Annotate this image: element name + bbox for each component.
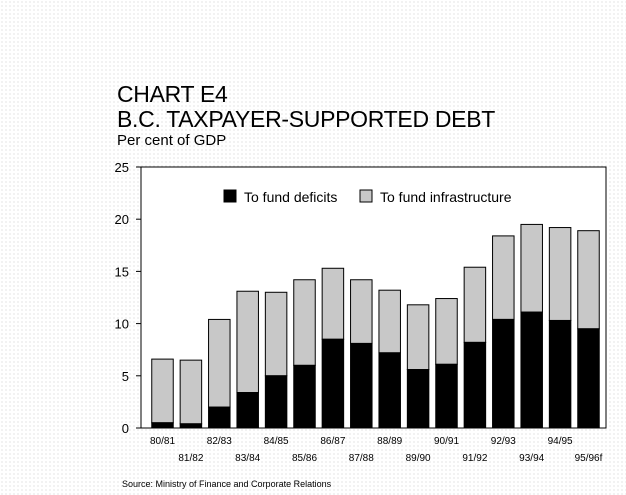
bar-deficits [264, 375, 288, 429]
bar-infrastructure [264, 291, 288, 377]
x-tick-label: 94/95 [548, 436, 573, 447]
bar-deficits [236, 392, 259, 429]
x-tick-label: 87/88 [349, 453, 374, 464]
legend: To fund deficits To fund infrastructure [223, 189, 512, 205]
x-tick-label: 86/87 [320, 436, 345, 447]
x-tick-label: 83/84 [235, 453, 260, 464]
bar-infrastructure [548, 227, 572, 321]
legend-swatch-deficits [223, 189, 237, 203]
bar-infrastructure [378, 289, 401, 354]
x-tick-label: 89/90 [406, 453, 431, 464]
bar-infrastructure [151, 358, 174, 424]
bar-infrastructure [520, 223, 543, 313]
bar-deficits [350, 342, 373, 429]
bar-deficits [179, 423, 203, 429]
legend-label-infrastructure: To fund infrastructure [380, 189, 512, 205]
y-tick-label: 0 [122, 421, 129, 436]
x-tick-label: 82/83 [207, 436, 232, 447]
bar-deficits [378, 352, 401, 429]
chart-title-line2: B.C. TAXPAYER-SUPPORTED DEBT [117, 106, 495, 132]
bar-infrastructure [208, 318, 231, 408]
y-tick-label: 25 [115, 160, 129, 175]
x-tick-label: 95/96f [575, 453, 603, 464]
bar-deficits [208, 406, 231, 429]
x-tick-label: 88/89 [377, 436, 402, 447]
bar-infrastructure [350, 279, 373, 344]
bar-infrastructure [463, 266, 487, 343]
bar-deficits [406, 369, 430, 429]
x-tick-label: 91/92 [462, 453, 487, 464]
y-axis: 0 5 10 15 20 25 [115, 160, 141, 436]
y-tick-label: 10 [115, 317, 129, 332]
bar-infrastructure [435, 298, 458, 365]
bar-group [151, 223, 600, 429]
legend-label-deficits: To fund deficits [244, 189, 337, 205]
chart-subtitle: Per cent of GDP [117, 132, 227, 149]
bar-deficits [548, 319, 572, 429]
bar-infrastructure [577, 230, 600, 330]
bar-deficits [463, 341, 487, 429]
source-note: Source: Ministry of Finance and Corporat… [122, 479, 332, 489]
bar-deficits [492, 318, 515, 429]
bar-infrastructure [492, 235, 515, 320]
bar-infrastructure [321, 267, 345, 340]
legend-swatch-infrastructure [359, 189, 373, 203]
bar-infrastructure [293, 279, 316, 366]
bar-infrastructure [236, 290, 259, 394]
x-tick-label: 90/91 [434, 436, 459, 447]
chart-title-line1: CHART E4 [117, 81, 228, 107]
y-tick-label: 20 [115, 212, 129, 227]
bar-deficits [435, 363, 458, 429]
y-tick-label: 15 [115, 264, 129, 279]
x-tick-label: 80/81 [150, 436, 175, 447]
x-tick-label: 84/85 [264, 436, 289, 447]
y-tick-label: 5 [122, 369, 129, 384]
bar-infrastructure [406, 304, 430, 371]
x-tick-label: 92/93 [491, 436, 516, 447]
bar-deficits [321, 338, 345, 429]
bar-infrastructure [179, 359, 203, 425]
bar-deficits [151, 422, 174, 429]
bar-deficits [293, 364, 316, 429]
x-tick-label: 81/82 [178, 453, 203, 464]
x-tick-label: 85/86 [292, 453, 317, 464]
x-tick-label: 93/94 [519, 453, 544, 464]
bar-deficits [577, 328, 600, 429]
bar-deficits [520, 311, 543, 429]
